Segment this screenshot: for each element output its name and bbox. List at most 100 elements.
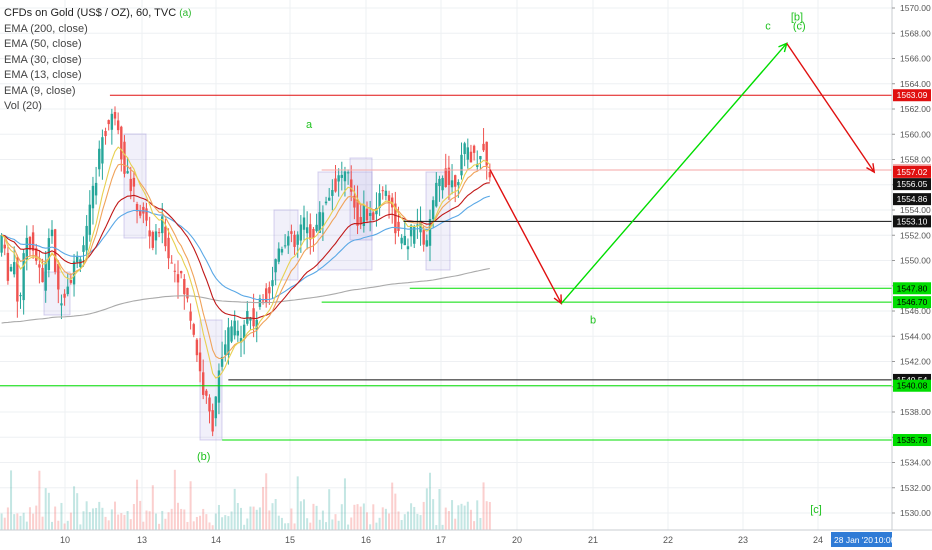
candle-129 bbox=[406, 238, 410, 260]
candle-body-155 bbox=[488, 171, 492, 178]
volume-bar-53 bbox=[167, 512, 170, 530]
candle-6 bbox=[19, 292, 22, 309]
volume-bar-80 bbox=[252, 506, 255, 530]
candle-body-41 bbox=[129, 178, 132, 192]
volume-bar-109 bbox=[343, 478, 346, 530]
volume-bar-81 bbox=[255, 509, 258, 530]
candle-body-131 bbox=[413, 227, 416, 244]
volume-bar-101 bbox=[318, 519, 321, 530]
wave-label-0: a bbox=[306, 119, 313, 131]
candle-body-126 bbox=[397, 221, 400, 231]
candle-body-6 bbox=[19, 295, 22, 297]
candle-30 bbox=[94, 166, 98, 205]
candle-body-14 bbox=[44, 262, 47, 291]
volume-bar-145 bbox=[457, 505, 460, 530]
candle-body-147 bbox=[463, 143, 466, 155]
price-tick-label-14: 1542.00 bbox=[900, 357, 931, 367]
candle-body-44 bbox=[139, 210, 142, 216]
candle-151 bbox=[476, 150, 479, 171]
candle-body-70 bbox=[220, 356, 224, 367]
candle-body-96 bbox=[302, 217, 306, 230]
candle-34 bbox=[107, 119, 110, 131]
candle-body-37 bbox=[116, 120, 120, 131]
projection-segment-1 bbox=[560, 42, 788, 304]
candle-44 bbox=[139, 204, 142, 219]
price-tick-label-16: 1538.00 bbox=[900, 407, 931, 417]
volume-bar-129 bbox=[406, 511, 409, 530]
volume-bar-140 bbox=[441, 524, 444, 530]
candle-37 bbox=[116, 112, 120, 135]
candle-65 bbox=[205, 388, 208, 404]
candle-body-58 bbox=[183, 279, 186, 295]
time-axis[interactable]: 10 13 14 15 16 17 20 21 22 23 24 28 Jan '20 10:00 bbox=[0, 529, 932, 547]
volume-bar-117 bbox=[369, 524, 372, 530]
price-axis[interactable]: 1570.00 1568.00 1566.00 1564.00 1562.00 1560.… bbox=[891, 0, 931, 530]
candle-body-141 bbox=[444, 168, 447, 188]
volume-bar-34 bbox=[107, 520, 110, 530]
volume-bar-67 bbox=[211, 525, 214, 530]
volume-bar-149 bbox=[469, 509, 472, 530]
volume-bar-71 bbox=[224, 515, 227, 530]
candle-body-114 bbox=[359, 217, 362, 225]
candle-body-154 bbox=[485, 141, 488, 166]
candle-49 bbox=[154, 224, 158, 255]
wave-labels: a (b) b c (c)[b] [c] bbox=[197, 12, 822, 516]
volume-bar-86 bbox=[271, 503, 274, 530]
candle-92 bbox=[290, 224, 293, 243]
volume-bar-131 bbox=[413, 506, 416, 530]
price-tick-label-5: 1560.00 bbox=[900, 129, 931, 139]
volume-bar-70 bbox=[221, 517, 224, 530]
volume-bar-9 bbox=[28, 507, 31, 530]
volume-bar-42 bbox=[132, 504, 135, 530]
volume-bar-151 bbox=[476, 500, 479, 530]
candle-body-101 bbox=[318, 212, 321, 233]
candle-39 bbox=[123, 135, 126, 178]
candle-body-66 bbox=[208, 397, 211, 412]
candle-body-57 bbox=[179, 270, 183, 274]
cursor-date-label: 28 Jan '20 bbox=[834, 535, 873, 545]
volume-bars bbox=[0, 469, 491, 530]
wave-label-2: b bbox=[590, 315, 596, 327]
volume-bar-79 bbox=[249, 506, 252, 530]
candle-body-111 bbox=[350, 179, 353, 192]
volume-bar-16 bbox=[51, 521, 53, 530]
candle-body-34 bbox=[107, 120, 110, 125]
time-tick-label-10: 24 bbox=[813, 535, 823, 545]
wave-label-6: [c] bbox=[810, 504, 822, 516]
candle-body-129 bbox=[406, 246, 410, 250]
price-tick-label-20: 1530.00 bbox=[900, 508, 931, 518]
volume-bar-57 bbox=[180, 508, 183, 530]
candle-55 bbox=[173, 263, 177, 283]
candle-body-108 bbox=[340, 174, 343, 178]
candle-118 bbox=[372, 210, 375, 221]
candle-body-146 bbox=[460, 154, 463, 176]
volume-bar-10 bbox=[32, 513, 35, 530]
candle-body-93 bbox=[293, 234, 296, 247]
candle-43 bbox=[135, 201, 139, 224]
wave-mark-label: (a) bbox=[179, 8, 192, 19]
candle-50 bbox=[157, 228, 161, 238]
projection-segment-2 bbox=[786, 42, 875, 173]
candle-78 bbox=[246, 300, 249, 326]
volume-bar-78 bbox=[246, 518, 249, 530]
candle-body-10 bbox=[31, 232, 35, 251]
candle-98 bbox=[309, 213, 312, 255]
candle-body-150 bbox=[472, 145, 476, 153]
candle-149 bbox=[469, 144, 473, 163]
candle-123 bbox=[387, 190, 391, 219]
candle-101 bbox=[318, 201, 321, 233]
candle-body-63 bbox=[198, 352, 202, 372]
legend-ema30: EMA (30, close) bbox=[4, 53, 82, 66]
candle-body-20 bbox=[63, 293, 66, 298]
candle-body-45 bbox=[142, 206, 145, 214]
candle-body-21 bbox=[66, 286, 69, 295]
candle-47 bbox=[148, 216, 151, 249]
candle-147 bbox=[463, 141, 466, 167]
candle-16 bbox=[50, 220, 54, 244]
volume-bar-107 bbox=[337, 520, 340, 530]
price-tick-label-2: 1566.00 bbox=[900, 54, 931, 64]
volume-bar-115 bbox=[362, 503, 365, 530]
candle-body-26 bbox=[82, 245, 85, 252]
candle-body-104 bbox=[328, 197, 331, 201]
